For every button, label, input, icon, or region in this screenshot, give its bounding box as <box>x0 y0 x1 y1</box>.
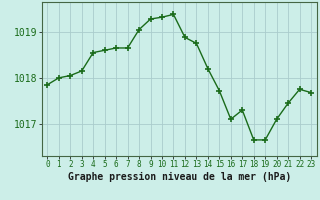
X-axis label: Graphe pression niveau de la mer (hPa): Graphe pression niveau de la mer (hPa) <box>68 172 291 182</box>
